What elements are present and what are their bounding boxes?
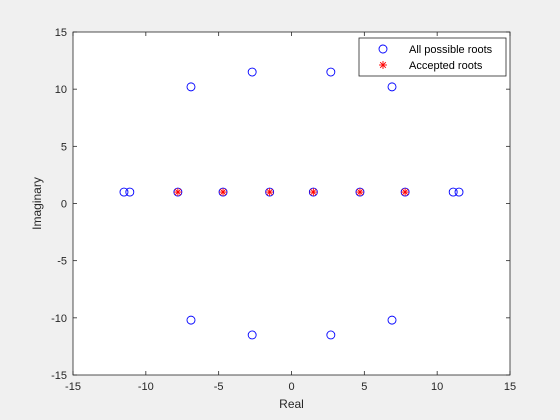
point-accepted-root — [355, 188, 364, 197]
point-possible-root — [387, 315, 397, 325]
point-possible-root — [326, 330, 336, 340]
point-possible-root — [454, 187, 464, 197]
legend-entry: All possible roots — [409, 44, 493, 56]
point-possible-root — [448, 187, 458, 197]
asterisk-stroke — [174, 188, 182, 196]
point-possible-root — [125, 187, 135, 197]
x-tick-label: 15 — [504, 381, 516, 393]
plot-area — [73, 32, 510, 375]
asterisk-stroke — [266, 188, 273, 196]
tick-labels: -15 -10 -5 0 5 10 15 -15 -10 -5 0 5 10 15 — [51, 27, 516, 393]
y-tick-label: -10 — [51, 313, 67, 325]
legend: All possible roots Accepted roots — [358, 37, 507, 77]
asterisk-stroke — [401, 188, 409, 196]
point-possible-root — [247, 330, 257, 340]
point-accepted-root — [309, 188, 318, 197]
y-axis-label: Imaginary — [30, 177, 44, 230]
point-accepted-root — [173, 188, 182, 197]
point-possible-root — [387, 82, 397, 92]
x-tick-label: -5 — [214, 381, 224, 393]
asterisk-stroke — [379, 61, 387, 69]
x-tick-label: -15 — [65, 381, 81, 393]
y-tick-label: -5 — [57, 256, 67, 268]
x-tick-label: 5 — [361, 381, 367, 393]
point-possible-root — [326, 67, 336, 77]
asterisk-stroke — [310, 188, 317, 196]
point-possible-root — [247, 67, 257, 77]
point-possible-root — [119, 187, 129, 197]
y-tick-label: 10 — [55, 84, 67, 96]
point-accepted-root — [265, 188, 274, 197]
y-tick-label: 5 — [61, 141, 67, 153]
series-1 — [173, 188, 410, 197]
point-accepted-root — [219, 188, 228, 197]
asterisk-stroke — [219, 188, 227, 196]
y-tick-label: -15 — [51, 370, 67, 382]
data-points — [119, 67, 464, 340]
point-possible-root — [186, 82, 196, 92]
legend-marker-asterisk — [379, 61, 387, 69]
legend-entry: Accepted roots — [409, 60, 483, 72]
legend-box — [358, 37, 507, 77]
asterisk-stroke — [356, 188, 364, 196]
plot-border — [72, 31, 511, 376]
x-axis-label: Real — [279, 397, 304, 411]
y-tick-label: 15 — [55, 27, 67, 39]
x-tick-label: 0 — [288, 381, 294, 393]
legend-marker-circle — [378, 44, 388, 54]
y-tick-label: 0 — [61, 199, 67, 211]
x-tick-label: -10 — [138, 381, 154, 393]
point-accepted-root — [401, 188, 410, 197]
point-possible-root — [186, 315, 196, 325]
x-tick-label: 10 — [431, 381, 443, 393]
